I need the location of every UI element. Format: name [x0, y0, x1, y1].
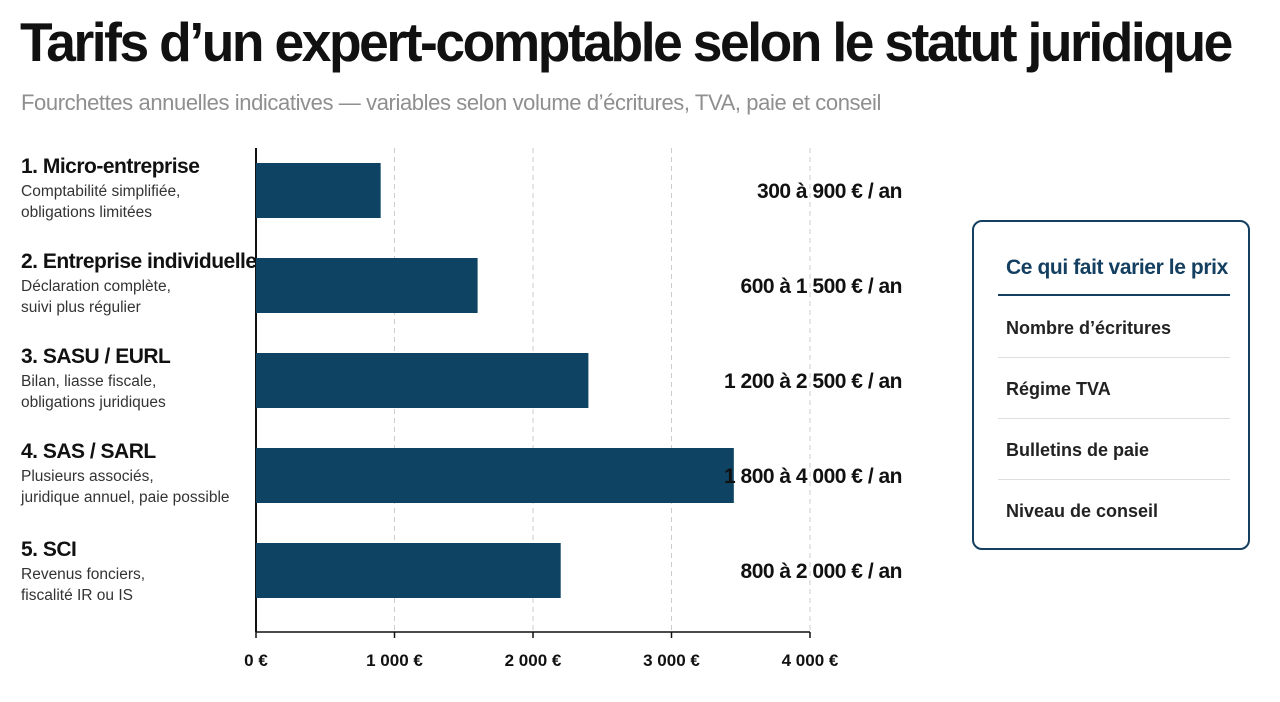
chart-subtitle: Fourchettes annuelles indicatives — vari… — [21, 90, 881, 115]
x-tick-label: 1 000 € — [366, 651, 423, 670]
panel-item: Régime TVA — [998, 359, 1230, 419]
x-tick-label: 3 000 € — [643, 651, 700, 670]
category-desc-line2: fiscalité IR ou IS — [21, 587, 133, 604]
category-name: 5. SCI — [21, 538, 77, 561]
x-tick-label: 4 000 € — [782, 651, 839, 670]
panel-item: Niveau de conseil — [1006, 501, 1159, 521]
range-label: 1 800 à 4 000 € / an — [724, 465, 902, 488]
panel-divider — [998, 294, 1230, 296]
range-label: 300 à 900 € / an — [757, 180, 902, 203]
category-name: 1. Micro-entreprise — [21, 155, 200, 178]
category-label-1: 1. Micro-entreprise Comptabilité simplif… — [21, 155, 246, 223]
bar-chart: 0 € 1 000 € 2 000 € 3 000 € 4 000 € 300 à 900… — [244, 148, 903, 670]
range-label: 1 200 à 2 500 € / an — [724, 370, 902, 393]
category-label-5: 5. SCI Revenus fonciers, fiscalité IR ou… — [21, 538, 246, 606]
range-label: 600 à 1 500 € / an — [741, 275, 902, 298]
panel-item: Nombre d’écritures — [998, 298, 1230, 358]
category-name: 4. SAS / SARL — [21, 440, 156, 463]
category-desc-line1: Revenus fonciers, — [21, 566, 146, 583]
bar — [256, 353, 589, 408]
x-tick-label: 0 € — [244, 651, 268, 670]
category-desc-line1: Bilan, liasse fiscale, — [21, 373, 157, 390]
bar — [256, 448, 734, 503]
bar — [256, 258, 478, 313]
category-desc-line1: Déclaration complète, — [21, 278, 171, 295]
category-desc-line2: juridique annuel, paie possible — [21, 489, 230, 506]
category-desc-line2: obligations limitées — [21, 204, 152, 221]
category-desc-line1: Comptabilité simplifiée, — [21, 183, 181, 200]
chart-title: Tarifs d’un expert-comptable selon le st… — [20, 11, 1233, 73]
bar — [256, 163, 381, 218]
category-name: 2. Entreprise individuelle — [21, 250, 257, 273]
category-desc-line1: Plusieurs associés, — [21, 468, 154, 485]
category-name: 3. SASU / EURL — [21, 345, 171, 368]
panel-title: Ce qui fait varier le prix — [1006, 256, 1228, 279]
panel-item: Bulletins de paie — [998, 420, 1230, 480]
category-desc-line2: obligations juridiques — [21, 394, 166, 411]
category-label-3: 3. SASU / EURL Bilan, liasse fiscale, ob… — [21, 345, 246, 413]
bar — [256, 543, 561, 598]
category-label-2: 2. Entreprise individuelle Déclaration c… — [21, 250, 257, 318]
category-desc-line2: suivi plus régulier — [21, 299, 141, 316]
x-tick-label: 2 000 € — [505, 651, 562, 670]
category-label-4: 4. SAS / SARL Plusieurs associés, juridi… — [21, 440, 246, 508]
price-factors-panel: Ce qui fait varier le prix Nombre d’écri… — [972, 220, 1250, 550]
range-label: 800 à 2 000 € / an — [741, 560, 902, 583]
